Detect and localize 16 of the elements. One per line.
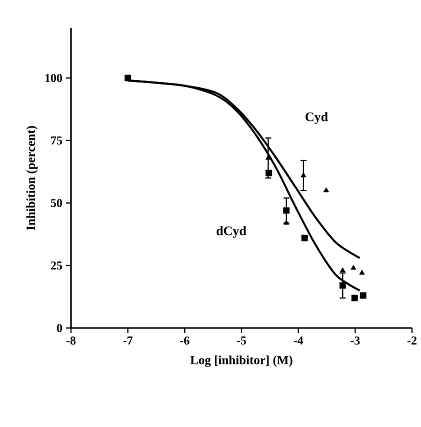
x-tick-label: -3 [350, 336, 360, 345]
y-tick-label: 25 [50, 261, 62, 270]
x-axis-title: Log [inhibitor] (M) [190, 355, 292, 367]
y-tick-label: 0 [56, 324, 62, 332]
y-tick-label: 50 [50, 198, 62, 208]
annotation: Cyd [306, 112, 328, 124]
x-tick-label: -2 [407, 336, 416, 344]
y-tick-label: 100 [45, 74, 62, 82]
y-axis-title: Inhibition (percent) [26, 126, 38, 230]
x-tick-label: -6 [180, 336, 190, 345]
x-tick-label: -8 [66, 336, 76, 345]
annotation: dCyd [216, 226, 246, 238]
x-tick-label: -4 [294, 336, 304, 344]
x-tick-label: -7 [123, 336, 133, 344]
y-tick-label: 75 [51, 136, 62, 144]
x-tick-label: -5 [236, 336, 246, 344]
